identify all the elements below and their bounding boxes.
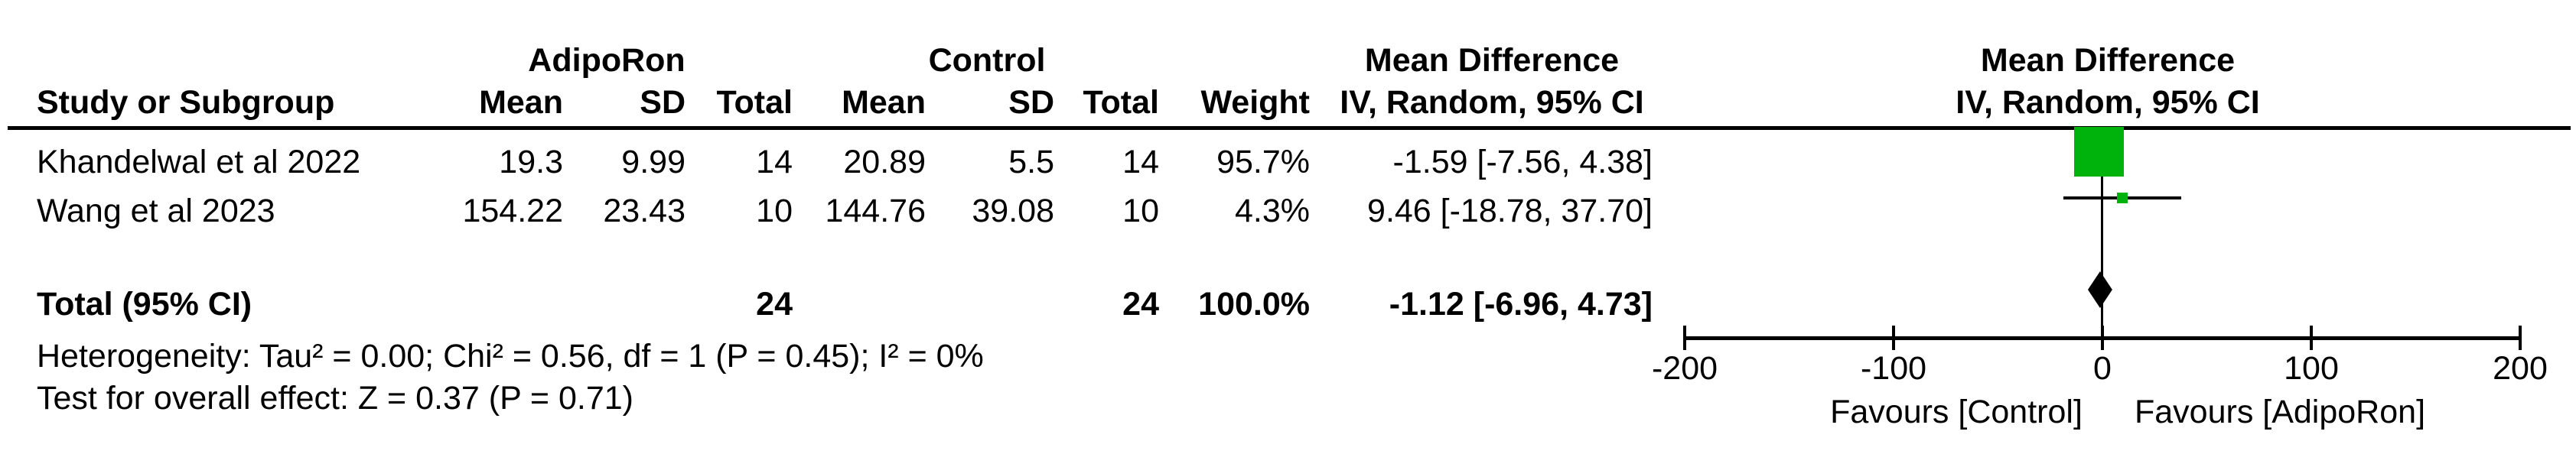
favours-right-label: Favours [AdipoRon] <box>2134 394 2426 430</box>
col-header-total-treatment: Total <box>716 84 793 121</box>
axis-tick-label: -200 <box>1651 350 1718 387</box>
cell-sd-treatment: 9.99 <box>621 144 686 180</box>
axis-tick-label: 0 <box>2093 350 2112 387</box>
study-label: Khandelwal et al 2022 <box>37 144 361 180</box>
cell-total-treatment: 14 <box>756 144 793 180</box>
axis-tick-label: 200 <box>2493 350 2548 387</box>
axis-tick <box>2519 326 2522 350</box>
heterogeneity-text: Heterogeneity: Tau² = 0.00; Chi² = 0.56,… <box>37 338 984 375</box>
cell-mean-treatment: 154.22 <box>462 193 563 229</box>
cell-weight: 4.3% <box>1234 193 1310 229</box>
axis-tick <box>1892 326 1895 350</box>
col-header-total-control: Total <box>1083 84 1159 121</box>
axis-tick <box>2310 326 2313 350</box>
overall-effect-text: Test for overall effect: Z = 0.37 (P = 0… <box>37 380 633 417</box>
cell-weight: 95.7% <box>1216 144 1310 180</box>
cell-mean-treatment: 19.3 <box>499 144 563 180</box>
col-header-sd-treatment: SD <box>640 84 686 121</box>
zero-line <box>2101 130 2103 336</box>
cell-sd-control: 39.08 <box>972 193 1054 229</box>
axis-tick-label: -100 <box>1860 350 1927 387</box>
study-square-marker <box>2116 193 2128 203</box>
header-underline <box>8 126 2571 130</box>
favours-left-label: Favours [Control] <box>1830 394 2083 430</box>
cell-total-control: 14 <box>1122 144 1159 180</box>
col-header-mean-control: Mean <box>842 84 926 121</box>
pooled-diamond <box>2087 271 2112 308</box>
col-header-weight: Weight <box>1200 84 1310 121</box>
axis-tick <box>2101 326 2104 350</box>
cell-sd-control: 5.5 <box>1008 144 1054 180</box>
total-n-treatment: 24 <box>756 286 793 323</box>
axis-tick-label: 100 <box>2284 350 2339 387</box>
study-square-marker <box>2074 126 2125 177</box>
total-n-control: 24 <box>1122 286 1159 323</box>
cell-ci-text: 9.46 [-18.78, 37.70] <box>1367 193 1653 229</box>
col-header-sd-control: SD <box>1008 84 1054 121</box>
cell-mean-control: 20.89 <box>843 144 926 180</box>
axis-tick <box>1683 326 1686 350</box>
cell-ci-text: -1.59 [-7.56, 4.38] <box>1392 144 1653 180</box>
plot-header-line2: IV, Random, 95% CI <box>1956 84 2260 121</box>
cell-sd-treatment: 23.43 <box>603 193 686 229</box>
cell-total-control: 10 <box>1122 193 1159 229</box>
group-header-control: Control <box>928 42 1046 79</box>
cell-total-treatment: 10 <box>756 193 793 229</box>
plot-header-line1: Mean Difference <box>1980 42 2236 79</box>
total-ci-text: -1.12 [-6.96, 4.73] <box>1389 286 1653 323</box>
col-header-study: Study or Subgroup <box>37 84 335 121</box>
col-header-mean-treatment: Mean <box>479 84 563 121</box>
col-header-ci: IV, Random, 95% CI <box>1340 84 1644 121</box>
cell-mean-control: 144.76 <box>825 193 926 229</box>
group-header-md-table: Mean Difference <box>1364 42 1620 79</box>
total-weight: 100.0% <box>1198 286 1310 323</box>
study-label: Wang et al 2023 <box>37 193 275 229</box>
total-label: Total (95% CI) <box>37 286 252 323</box>
group-header-treatment: AdipoRon <box>528 42 686 79</box>
